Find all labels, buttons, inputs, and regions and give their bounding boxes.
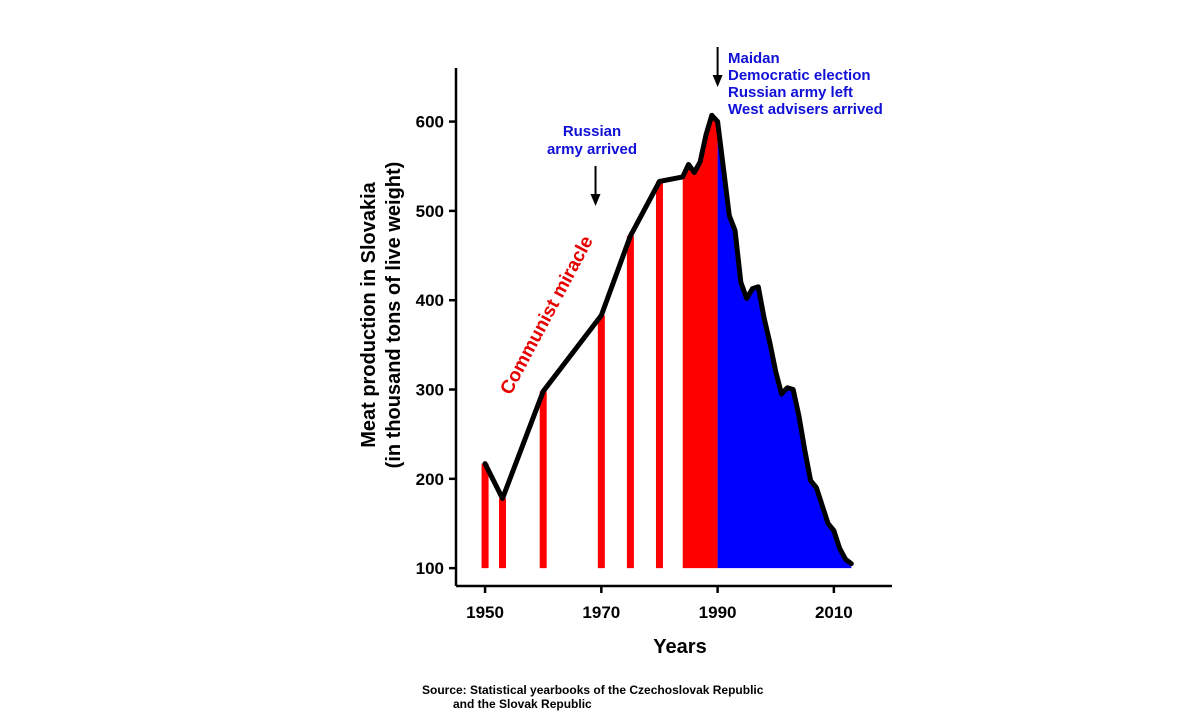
y-tick-label-400: 400	[416, 291, 444, 310]
y-tick-label-300: 300	[416, 381, 444, 400]
annotation-russian-line-2: army arrived	[547, 141, 637, 158]
y-tick-label-500: 500	[416, 202, 444, 221]
post-1990-area	[717, 121, 852, 569]
annotation-maidan: Maidan Democratic election Russian army …	[712, 47, 883, 118]
x-tick-label-1990: 1990	[699, 603, 737, 622]
annotation-maidan-line-3: Russian army left	[728, 84, 853, 101]
area-fills	[481, 115, 852, 569]
y-tick-label-200: 200	[416, 470, 444, 489]
y-tick-label-100: 100	[416, 559, 444, 578]
communist-bar-5	[655, 181, 663, 569]
communist-bar-3	[597, 315, 605, 569]
annotation-communist-miracle: Communist miracle	[496, 233, 597, 399]
annotation-maidan-line-2: Democratic election	[728, 67, 871, 84]
communist-bar-0	[481, 463, 489, 569]
axes	[454, 68, 892, 588]
annotation-russian-line-1: Russian	[563, 123, 621, 140]
x-tick-label-1950: 1950	[466, 603, 504, 622]
communist-bar-1	[499, 498, 507, 569]
meat-production-line	[482, 112, 854, 567]
x-tick-label-2010: 2010	[815, 603, 853, 622]
down-arrow-icon	[712, 47, 723, 87]
communist-solid-area	[682, 115, 718, 569]
communist-bar-4	[626, 235, 634, 569]
annotation-maidan-line-4: West advisers arrived	[728, 101, 883, 118]
down-arrow-icon	[590, 166, 601, 206]
tick-labels: 100 200 300 400 500 600 1950 1970 1990 2010	[416, 113, 853, 622]
data-line-layer	[482, 112, 854, 567]
source-line-2: and the Slovak Republic	[453, 697, 592, 711]
x-tick-label-1970: 1970	[582, 603, 620, 622]
y-axis-title-line-1: Meat production in Slovakia	[358, 181, 380, 447]
communist-bar-2	[539, 391, 547, 569]
x-axis-title: Years	[653, 636, 706, 658]
y-axis-title-line-2: (in thousand tons of live weight)	[383, 162, 405, 469]
annotation-russian-army-arrived: Russian army arrived	[547, 123, 637, 206]
source-line-1: Source: Statistical yearbooks of the Cze…	[422, 683, 764, 697]
annotation-maidan-line-1: Maidan	[728, 50, 780, 67]
y-tick-label-600: 600	[416, 113, 444, 132]
